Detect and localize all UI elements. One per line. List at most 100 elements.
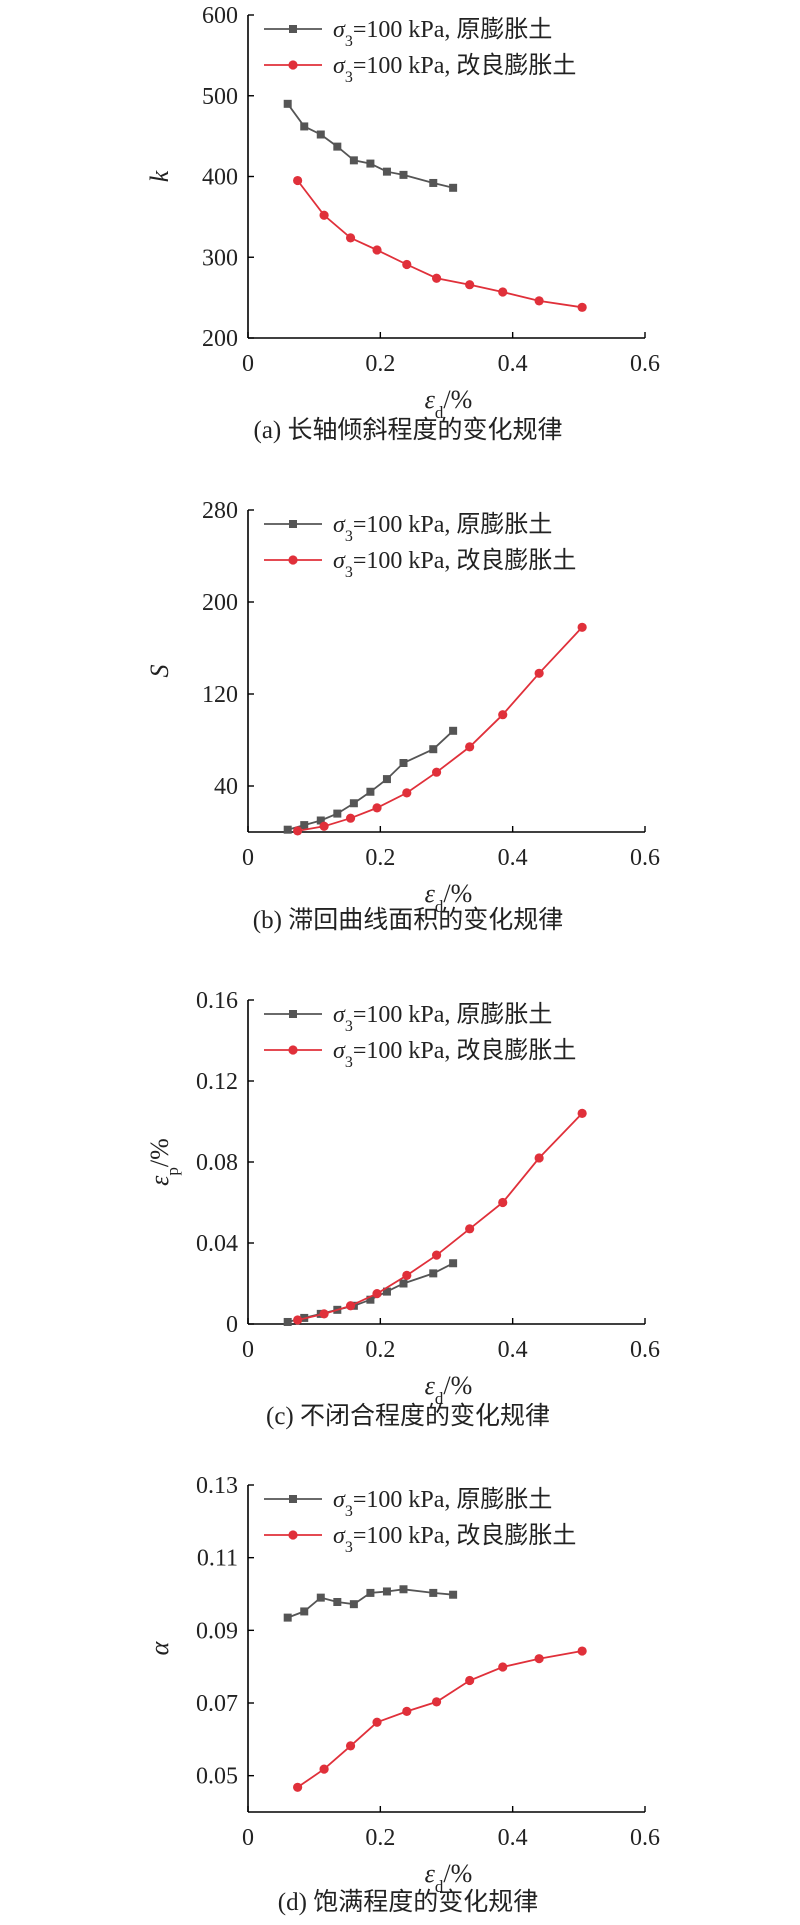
- data-point-original: [382, 1587, 391, 1596]
- data-point-improved: [577, 302, 587, 312]
- data-point-original: [449, 726, 458, 735]
- x-tick-label: 0.4: [498, 351, 528, 377]
- chart-panel-a: 0 0.2 0.4 0.6 200 300 400 500 600 εd/% k σ3=100 kPa…: [145, 3, 660, 444]
- y-axis-title: k: [145, 170, 174, 182]
- chart-panel-c: 0 0.2 0.4 0.6 0 0.04 0.08 0.12 0.16 εd/% εp/% σ3=10…: [145, 988, 660, 1430]
- data-point-improved: [465, 1675, 475, 1686]
- legend-label-original: σ3=100 kPa, 原膨胀土: [333, 511, 552, 545]
- data-point-original: [333, 809, 342, 818]
- data-point-improved: [372, 245, 382, 255]
- legend-marker-original: [289, 520, 297, 528]
- y-axis-title: α: [145, 1640, 174, 1655]
- legend-marker-original: [289, 25, 297, 33]
- data-point-original: [429, 1269, 438, 1278]
- data-point-improved: [293, 826, 303, 836]
- data-point-improved: [534, 1654, 544, 1664]
- data-point-improved: [402, 259, 412, 270]
- x-tick-label: 0.6: [630, 1337, 660, 1363]
- data-point-improved: [293, 1782, 303, 1792]
- x-tick-label: 0.6: [630, 351, 660, 377]
- series-line-improved: [297, 1112, 583, 1321]
- legend-label-improved: σ3=100 kPa, 改良膨胀土: [333, 1522, 576, 1556]
- data-point-original: [399, 759, 408, 767]
- x-tick-label: 0: [242, 1337, 254, 1363]
- data-point-improved: [372, 1289, 382, 1299]
- y-tick-label: 200: [202, 326, 238, 352]
- data-point-original: [333, 142, 342, 151]
- chart-panel-b: 0 0.2 0.4 0.6 40 120 200 280 εd/% Sσ3=100 kPa, 原膨…: [145, 498, 660, 934]
- x-tick-label: 0: [242, 351, 254, 377]
- data-point-improved: [402, 1706, 412, 1716]
- legend-label-original: σ3=100 kPa, 原膨胀土: [333, 16, 552, 50]
- x-axis-title: εd/%: [425, 1371, 473, 1408]
- y-tick-label: 300: [202, 245, 238, 271]
- data-point-original: [349, 799, 358, 808]
- x-tick-label: 0.6: [630, 845, 660, 871]
- data-point-improved: [319, 1764, 329, 1774]
- legend-marker-improved: [288, 1045, 298, 1055]
- data-point-improved: [319, 1309, 329, 1319]
- legend-marker-original: [289, 1010, 297, 1018]
- data-point-original: [449, 183, 458, 192]
- data-point-improved: [498, 287, 508, 297]
- data-point-improved: [345, 1301, 356, 1311]
- y-tick-label: 0.07: [196, 1691, 238, 1717]
- x-axis-title: εd/%: [425, 385, 473, 422]
- x-axis-title: εd/%: [425, 879, 473, 916]
- data-point-original: [429, 745, 438, 754]
- data-point-original: [449, 1259, 458, 1268]
- data-point-improved: [372, 803, 382, 813]
- legend-marker-improved: [288, 60, 298, 70]
- data-point-improved: [534, 668, 544, 678]
- y-tick-label: 0.05: [196, 1764, 238, 1790]
- data-point-improved: [577, 622, 587, 632]
- data-point-original: [300, 821, 309, 830]
- data-point-improved: [345, 1741, 356, 1751]
- data-point-improved: [534, 296, 544, 306]
- series-line-original: [287, 1262, 454, 1323]
- data-point-improved: [431, 767, 442, 777]
- data-point-original: [283, 825, 292, 834]
- x-tick-label: 0.4: [498, 1825, 528, 1851]
- data-point-original: [283, 1613, 292, 1622]
- data-point-improved: [465, 1224, 475, 1234]
- legend-label-improved: σ3=100 kPa, 改良膨胀土: [333, 547, 576, 581]
- legend-marker-improved: [288, 555, 298, 565]
- data-point-original: [333, 1597, 342, 1606]
- y-tick-label: 0.08: [196, 1150, 238, 1176]
- data-point-improved: [431, 1250, 442, 1260]
- data-point-original: [429, 178, 438, 187]
- y-tick-label: 0.09: [196, 1618, 238, 1644]
- data-point-original: [382, 1287, 391, 1296]
- figure-caption: (a) 长轴倾斜程度的变化规律: [254, 416, 563, 444]
- data-point-original: [366, 1295, 375, 1304]
- data-point-improved: [293, 175, 303, 186]
- data-point-original: [300, 1607, 309, 1616]
- data-point-improved: [577, 1108, 587, 1118]
- x-tick-label: 0.2: [365, 1337, 395, 1363]
- data-point-improved: [431, 1697, 442, 1707]
- data-point-improved: [534, 1153, 544, 1163]
- data-point-original: [382, 167, 391, 176]
- data-point-original: [366, 787, 375, 796]
- data-point-improved: [345, 813, 356, 823]
- data-point-original: [300, 122, 309, 131]
- data-point-improved: [465, 280, 475, 290]
- legend-marker-improved: [288, 1530, 298, 1540]
- data-point-improved: [402, 788, 412, 798]
- data-point-original: [429, 1588, 438, 1597]
- data-point-improved: [498, 710, 508, 720]
- data-point-improved: [431, 273, 442, 283]
- y-tick-label: 500: [202, 84, 238, 110]
- data-point-improved: [465, 742, 475, 752]
- data-point-original: [349, 156, 358, 165]
- x-tick-label: 0: [242, 1825, 254, 1851]
- data-point-original: [283, 1317, 292, 1326]
- y-tick-label: 0.11: [197, 1546, 238, 1572]
- y-tick-label: 0.12: [196, 1069, 238, 1095]
- y-tick-label: 120: [202, 682, 238, 708]
